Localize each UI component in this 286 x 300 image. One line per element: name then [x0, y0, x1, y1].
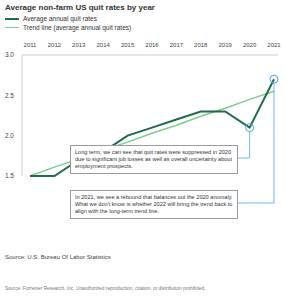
- svg-text:2015: 2015: [121, 42, 135, 48]
- html-text:Source: Forrester Research, In: Source: Forrester Research, Inc. Unautho…: [5, 286, 206, 291]
- svg-text:2017: 2017: [170, 42, 184, 48]
- svg-text:2.5: 2.5: [8, 92, 14, 99]
- svg-text:1.5: 1.5: [8, 172, 14, 179]
- svg-text:2019: 2019: [219, 42, 233, 48]
- svg-text:2012: 2012: [48, 42, 62, 48]
- svg-text:3.0: 3.0: [8, 51, 14, 58]
- html-text:Source: U.S. Bureau Of Labor S: Source: U.S. Bureau Of Labor Statistics: [5, 254, 111, 260]
- svg-text:2011: 2011: [24, 42, 38, 48]
- html-text:Trend line (average annual qui: Trend line (average annual quit rates): [23, 24, 132, 31]
- html-text:Average annual quit rates: Average annual quit rates: [23, 15, 97, 22]
- html-text:In 2021, we see a rebound that: In 2021, we see a rebound that balances …: [75, 194, 233, 214]
- svg-text:2014: 2014: [97, 42, 111, 48]
- svg-text:2021: 2021: [267, 42, 278, 48]
- svg-text:2.0: 2.0: [8, 132, 14, 139]
- svg-text:2020: 2020: [243, 42, 257, 48]
- svg-text:2018: 2018: [194, 42, 208, 48]
- html-text:Long term, we can see that qui: Long term, we can see that quit rates we…: [75, 149, 232, 169]
- html-text:Average non-farm US quit rates: Average non-farm US quit rates by year: [5, 3, 155, 12]
- svg-text:2016: 2016: [145, 42, 159, 48]
- svg-text:2013: 2013: [72, 42, 86, 48]
